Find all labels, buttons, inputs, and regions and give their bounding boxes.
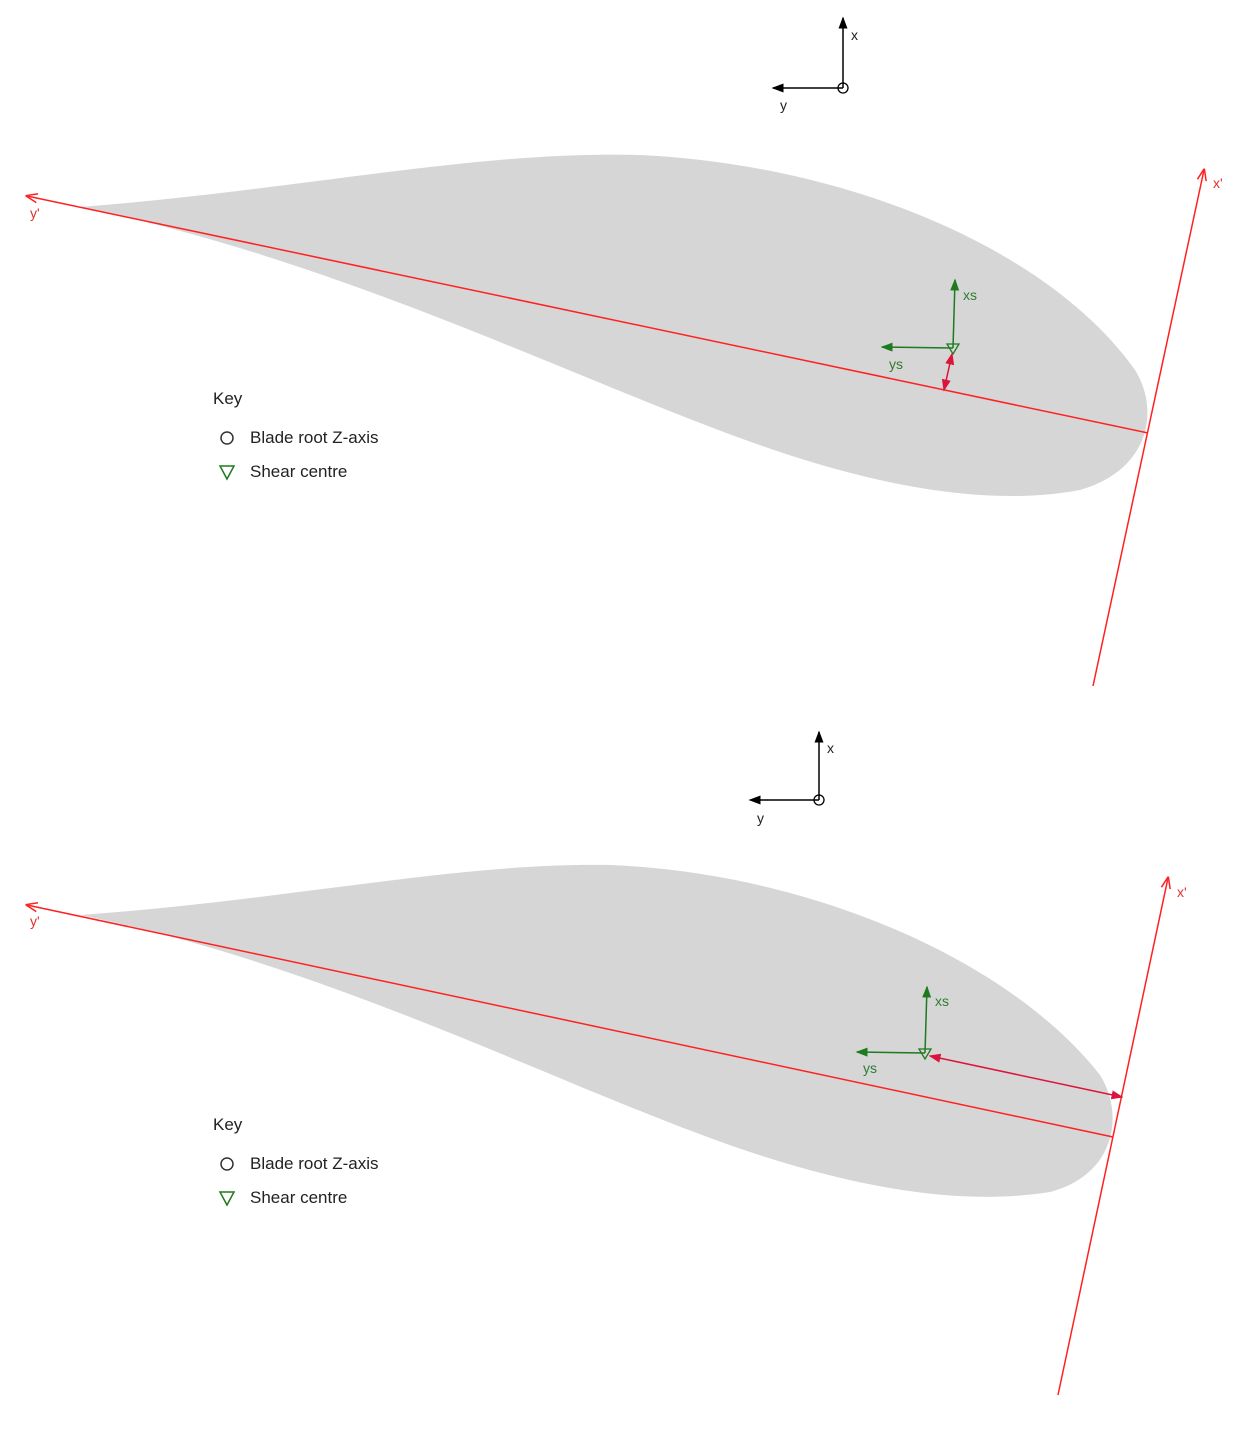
shear-y-axis — [880, 342, 954, 352]
principal-x-label: x' — [1213, 175, 1223, 191]
key: Key Blade root Z-axis Shear centre — [213, 1115, 379, 1207]
reference-x-label: x — [827, 740, 834, 756]
blade-root-z-axis-icon — [813, 794, 825, 806]
shear-centre-offset-arrow — [928, 1053, 1124, 1100]
key-item-blade-root: Blade root Z-axis — [250, 428, 379, 447]
triangle-down-icon — [218, 465, 236, 481]
triangle-down-icon — [218, 1191, 236, 1207]
shear-centre-icon — [917, 1048, 933, 1061]
key-item-shear-centre: Shear centre — [250, 1188, 347, 1207]
airfoil-section — [80, 154, 1148, 497]
key-title: Key — [213, 389, 243, 408]
shear-y-label: ys — [863, 1060, 877, 1076]
panel-1: y' x' x y xs ys Key Blade root Z-axis Sh… — [27, 16, 1223, 687]
shear-x-label: xs — [935, 993, 949, 1009]
shear-y-axis — [855, 1047, 926, 1057]
shear-centre-icon — [945, 343, 961, 356]
shear-x-label: xs — [963, 287, 977, 303]
key-title: Key — [213, 1115, 243, 1134]
reference-x-label: x — [851, 27, 858, 43]
shear-y-label: ys — [889, 356, 903, 372]
circle-icon — [220, 1157, 234, 1171]
airfoil-section — [80, 864, 1113, 1197]
blade-root-z-axis-icon — [837, 82, 849, 94]
principal-y-label: y' — [30, 913, 40, 929]
principal-x-label: x' — [1177, 884, 1187, 900]
principal-x-axis — [1092, 170, 1204, 687]
principal-x-axis — [1057, 878, 1168, 1396]
reference-y-label: y — [780, 97, 787, 113]
key: Key Blade root Z-axis Shear centre — [213, 389, 379, 481]
reference-y-label: y — [757, 810, 764, 826]
principal-y-label: y' — [30, 205, 40, 221]
shear-x-axis — [950, 278, 960, 349]
shear-centre-offset-arrow — [941, 352, 955, 392]
shear-x-axis — [922, 985, 932, 1054]
key-item-blade-root: Blade root Z-axis — [250, 1154, 379, 1173]
panel-2: y' x' x y xs ys Key Blade root Z-axis Sh… — [27, 730, 1187, 1396]
circle-icon — [220, 431, 234, 445]
principal-y-axis — [27, 196, 1149, 434]
key-item-shear-centre: Shear centre — [250, 462, 347, 481]
